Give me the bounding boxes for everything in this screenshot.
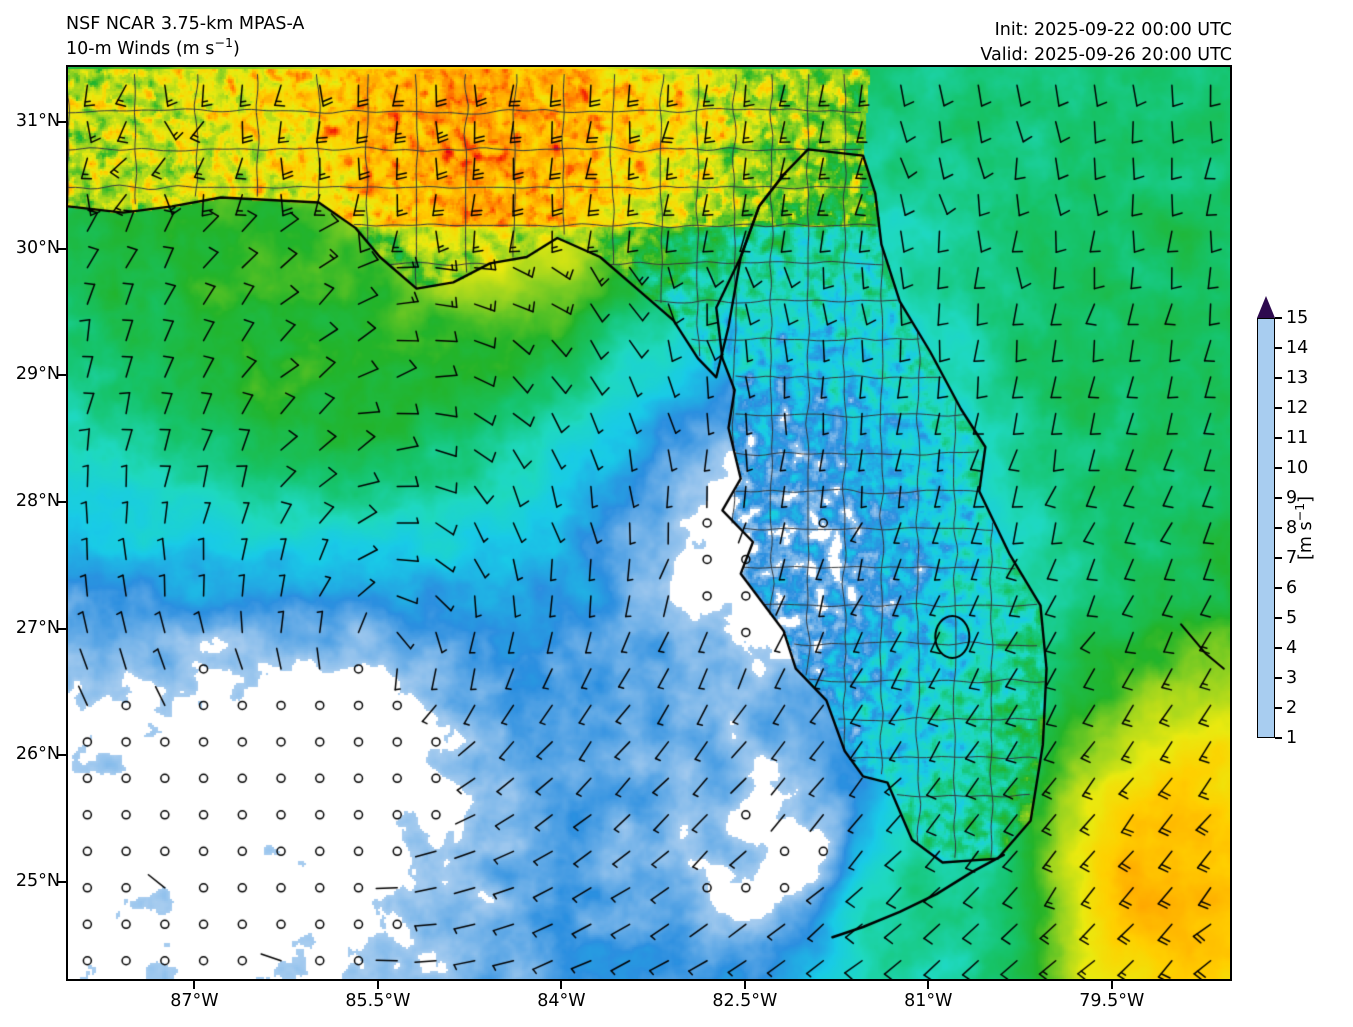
lat-tick-label-5: 26°N (15, 744, 60, 765)
lon-tick-label-5: 79.5°W (1079, 991, 1145, 1011)
lon-tick-2 (560, 981, 563, 989)
lat-tick-label-6: 25°N (15, 871, 60, 891)
lon-tick-label-1: 85.5°W (345, 991, 411, 1011)
lat-tick-label-2: 29°N (15, 364, 60, 385)
colorbar-tick-label-7: 7 (1286, 548, 1298, 568)
lon-tick-1 (376, 981, 379, 989)
colorbar-units-close: ] (1296, 496, 1316, 503)
colorbar-tick-label-11: 11 (1286, 428, 1309, 448)
page-title: NSF NCAR 3.75-km MPAS-A (0, 0, 304, 50)
init-time-label: Init: 2025-09-22 00:00 UTC (994, 20, 1232, 40)
map-plot-area (66, 65, 1232, 981)
colorbar-tick-label-15: 15 (1286, 308, 1309, 328)
variable-title-close: ) (233, 39, 240, 59)
colorbar-tick-label-4: 4 (1286, 638, 1298, 658)
colorbar-tick-12 (1275, 407, 1282, 409)
lat-tick-1 (58, 247, 66, 250)
colorbar-tick-11 (1275, 437, 1282, 439)
colorbar-tick-label-1: 1 (1286, 728, 1298, 748)
lon-tick-5 (1110, 981, 1113, 989)
lon-tick-label-3: 82.5°W (712, 991, 778, 1011)
colorbar-tick-label-10: 10 (1286, 458, 1309, 478)
lat-tick-label-4: 27°N (15, 617, 60, 638)
colorbar-tick-14 (1275, 347, 1282, 349)
lat-tick-label-1: 30°N (15, 237, 60, 258)
colorbar-tick-3 (1275, 677, 1282, 679)
colorbar-tick-5 (1275, 617, 1282, 619)
variable-title: 10-m Winds (m s−1) (66, 35, 240, 62)
colorbar-tick-label-13: 13 (1286, 368, 1309, 388)
lon-tick-4 (927, 981, 930, 989)
colorbar-tick-label-6: 6 (1286, 578, 1298, 598)
lat-tick-label-0: 31°N (15, 111, 60, 131)
model-title: NSF NCAR 3.75-km MPAS-A (66, 14, 305, 34)
colorbar-tick-7 (1275, 557, 1282, 559)
lat-tick-0 (58, 121, 66, 123)
lon-tick-3 (743, 981, 746, 989)
colorbar-tick-4 (1275, 647, 1282, 649)
wind-barbs-and-borders (68, 67, 1230, 979)
colorbar-tick-2 (1275, 707, 1282, 709)
lon-tick-label-2: 84°W (537, 991, 586, 1011)
colorbar-tick-6 (1275, 587, 1282, 589)
colorbar-tick-label-2: 2 (1286, 698, 1298, 718)
lon-tick-label-0: 87°W (170, 991, 219, 1011)
lat-tick-label-3: 28°N (15, 491, 60, 511)
colorbar-tick-label-12: 12 (1286, 398, 1309, 418)
colorbar-tick-10 (1275, 467, 1282, 469)
colorbar-tick-15 (1275, 317, 1282, 319)
lat-tick-5 (58, 754, 66, 757)
lon-tick-0 (193, 981, 196, 989)
colorbar-tick-label-8: 8 (1286, 518, 1298, 538)
variable-title-exponent: −1 (214, 35, 233, 51)
colorbar-axis-label: [m s−1] (1292, 496, 1316, 560)
colorbar-tick-label-14: 14 (1286, 338, 1309, 358)
lat-tick-2 (58, 374, 66, 377)
colorbar-under-arrow (1257, 738, 1275, 760)
colorbar-tick-13 (1275, 377, 1282, 379)
lat-tick-3 (58, 501, 66, 503)
colorbar: 1 2 3 4 5 6 7 8 9 10 11 12 13 14 15 (1253, 296, 1308, 760)
valid-time-label: Valid: 2025-09-26 20:00 UTC (980, 45, 1232, 65)
colorbar-tick-label-5: 5 (1286, 608, 1298, 628)
colorbar-units-open: [m s (1296, 521, 1316, 560)
colorbar-gradient (1257, 318, 1275, 738)
colorbar-tick-label-3: 3 (1286, 668, 1298, 688)
lat-tick-4 (58, 627, 66, 630)
colorbar-tick-label-9: 9 (1286, 488, 1298, 508)
colorbar-over-arrow (1257, 296, 1275, 318)
colorbar-tick-1 (1275, 737, 1282, 739)
colorbar-tick-8 (1275, 527, 1282, 529)
lat-tick-6 (58, 881, 66, 883)
colorbar-units-exponent: −1 (1292, 502, 1308, 522)
colorbar-outline (1257, 318, 1275, 738)
lon-tick-label-4: 81°W (904, 991, 953, 1011)
variable-title-text: 10-m Winds (m s (66, 39, 215, 59)
colorbar-tick-9 (1275, 497, 1282, 499)
